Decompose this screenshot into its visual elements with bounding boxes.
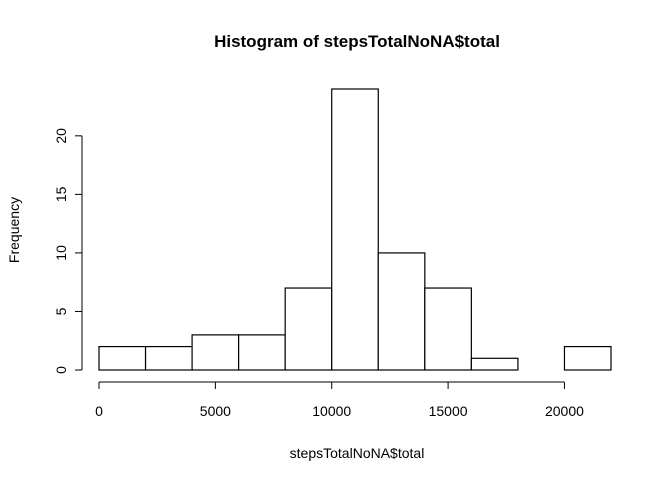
histogram-bar bbox=[331, 88, 379, 371]
y-tick-label: 20 bbox=[53, 128, 69, 144]
x-tick-label: 15000 bbox=[429, 403, 468, 419]
x-tick-label: 10000 bbox=[312, 403, 351, 419]
y-axis: 0 5 10 15 20 bbox=[53, 128, 83, 374]
histogram-bar bbox=[98, 345, 147, 371]
x-tick-label: 5000 bbox=[200, 403, 231, 419]
x-tick-label: 20000 bbox=[545, 403, 584, 419]
y-tick-label: 10 bbox=[53, 245, 69, 261]
histogram-bar bbox=[144, 345, 193, 371]
y-axis-label: Frequency bbox=[6, 197, 22, 263]
y-tick-label: 5 bbox=[53, 307, 69, 315]
histogram-bar bbox=[424, 287, 472, 371]
bars-group bbox=[98, 88, 612, 371]
y-tick-label: 0 bbox=[53, 366, 69, 374]
histogram-bar bbox=[470, 357, 519, 371]
histogram-bar bbox=[191, 334, 240, 371]
y-tick-label: 15 bbox=[53, 186, 69, 202]
x-tick-label: 0 bbox=[95, 403, 103, 419]
histogram-bar bbox=[377, 252, 426, 371]
chart-title: Histogram of stepsTotalNoNA$total bbox=[214, 32, 500, 51]
x-axis-label: stepsTotalNoNA$total bbox=[290, 445, 425, 461]
histogram-bar bbox=[238, 334, 286, 371]
histogram-bar bbox=[563, 345, 612, 371]
x-axis: 0 5000 10000 15000 20000 bbox=[95, 381, 584, 419]
histogram-bar bbox=[284, 287, 333, 371]
